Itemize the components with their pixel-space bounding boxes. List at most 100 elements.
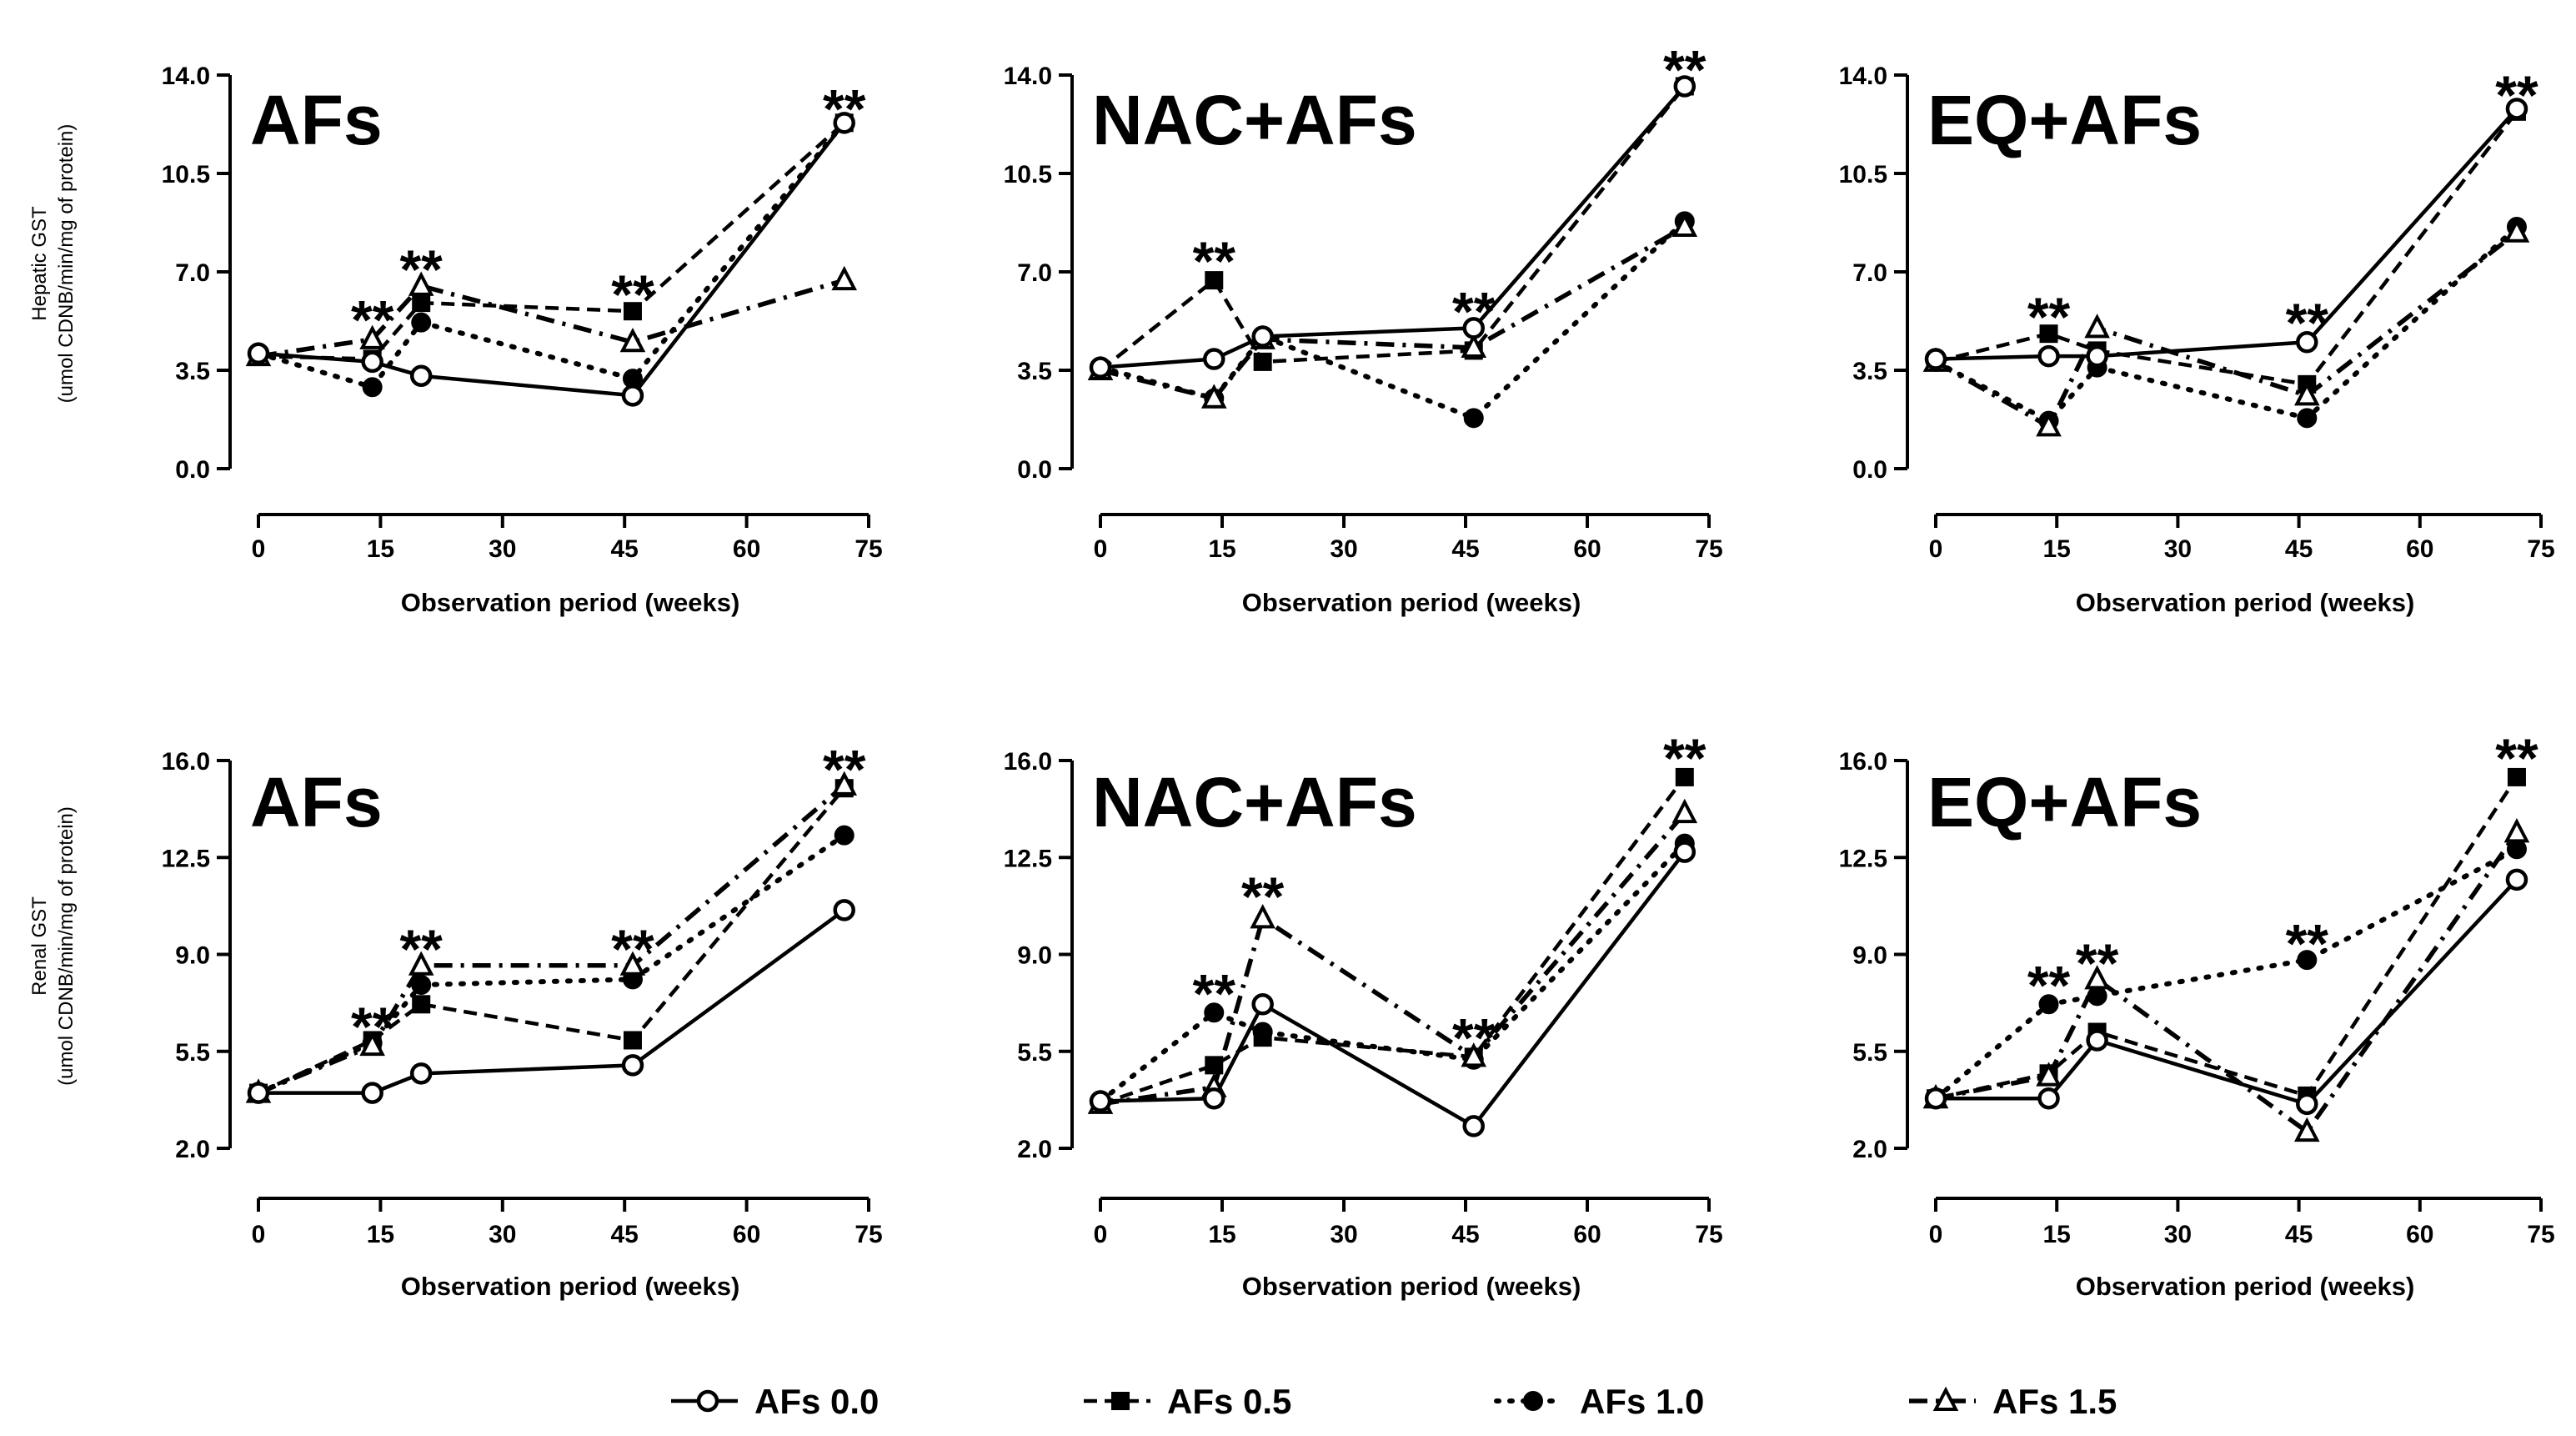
- data-point-00: [1089, 1090, 1112, 1112]
- data-point-00: [409, 364, 433, 387]
- data-point-00: [2505, 98, 2528, 120]
- significance-annotation: **: [2495, 727, 2538, 789]
- x-tick-label: 75: [854, 1221, 882, 1248]
- y-tick-label: 16.0: [1004, 748, 1052, 776]
- data-point-00: [1251, 325, 1274, 348]
- series-line-00: [258, 908, 846, 1095]
- data-point-00: [833, 112, 855, 134]
- data-point-00: [2505, 868, 2528, 891]
- y-axis-label: Hepatic GST: [28, 206, 51, 321]
- x-tick-label: 60: [2406, 1221, 2433, 1248]
- data-point-00: [1673, 75, 1696, 98]
- x-tick-label: 60: [733, 1221, 760, 1248]
- significance-annotation: **: [1452, 280, 1496, 342]
- series-line-10: [1098, 218, 1687, 421]
- significance-annotation: **: [400, 238, 444, 300]
- data-point-00: [1251, 993, 1274, 1016]
- data-point-15: [1250, 903, 1275, 929]
- data-point-00: [621, 1054, 644, 1077]
- y-tick-label: 10.5: [1839, 161, 1887, 188]
- data-point-00: [361, 350, 383, 374]
- series-line-15: [1100, 811, 1686, 1107]
- data-point-05: [1675, 767, 1694, 786]
- data-point-00: [1924, 348, 1947, 370]
- y-tick-label: 5.5: [175, 1039, 210, 1067]
- chart-panel-4: 2.0 5.5 9.0 12.5 16.0 0 15 30 45 60 75 Observation …: [28, 738, 883, 1301]
- y-tick-label: 16.0: [162, 748, 210, 776]
- panel-title: NAC+AFs: [1092, 763, 1417, 841]
- legend-item: AFs 0.5: [1084, 1382, 1291, 1421]
- series-line-10: [1098, 841, 1687, 1104]
- y-tick-label: 9.0: [175, 942, 210, 970]
- data-point-05: [623, 1031, 642, 1050]
- legend-marker: [696, 1389, 719, 1413]
- y-axis-label-unit: (umol CDNB/min/mg of protein): [55, 806, 78, 1086]
- panel-title: EQ+AFs: [1927, 763, 2202, 841]
- data-point-15: [359, 1031, 385, 1057]
- y-tick-label: 9.0: [1017, 942, 1052, 970]
- data-point-00: [361, 1082, 383, 1104]
- x-tick-label: 30: [489, 535, 516, 563]
- data-point-15: [619, 951, 646, 976]
- legend-label: AFs 0.5: [1167, 1382, 1291, 1421]
- data-point-15: [359, 324, 385, 349]
- data-point-00: [2296, 331, 2318, 354]
- x-tick-label: 45: [611, 535, 639, 563]
- data-point-10: [2506, 839, 2527, 860]
- data-point-00: [2296, 1092, 2318, 1116]
- y-tick-label: 14.0: [162, 63, 210, 90]
- data-point-00: [409, 1062, 433, 1085]
- series-line-10: [1933, 846, 2519, 1102]
- significance-annotation: **: [351, 996, 394, 1057]
- chart-panel-1: 0.0 3.5 7.0 10.5 14.0 0 15 30 45 60 75 Observation …: [28, 63, 883, 617]
- legend-marker: [1523, 1391, 1543, 1411]
- x-tick-label: 75: [1695, 535, 1722, 563]
- x-tick-label: 15: [1208, 535, 1235, 563]
- series-line-15: [258, 278, 845, 359]
- data-point-00: [2086, 344, 2108, 368]
- legend-item: AFs 0.0: [671, 1382, 879, 1421]
- data-point-15: [408, 271, 434, 296]
- data-point-10: [1204, 1002, 1225, 1023]
- x-tick-label: 75: [2527, 535, 2554, 563]
- x-axis-label: Observation period (weeks): [2076, 1272, 2415, 1301]
- data-point-15: [619, 327, 646, 353]
- x-tick-label: 30: [1330, 1221, 1357, 1248]
- y-tick-label: 5.5: [1852, 1039, 1887, 1067]
- significance-annotation: **: [351, 289, 394, 351]
- series-line-15: [257, 783, 846, 1096]
- data-point-05: [412, 995, 431, 1014]
- series-line-10: [1933, 224, 2519, 424]
- legend-marker: [1932, 1386, 1959, 1411]
- x-axis-label: Observation period (weeks): [2076, 588, 2415, 617]
- y-tick-label: 12.5: [1004, 845, 1052, 872]
- y-tick-label: 2.0: [175, 1136, 210, 1163]
- series-line-05: [258, 786, 846, 1095]
- y-tick-label: 7.0: [1852, 259, 1887, 287]
- y-tick-label: 10.5: [162, 161, 210, 188]
- x-tick-label: 45: [1451, 535, 1479, 563]
- data-point-15: [408, 951, 434, 976]
- data-point-15: [2084, 314, 2110, 339]
- significance-annotation: **: [611, 264, 654, 325]
- y-tick-label: 7.0: [175, 259, 210, 287]
- x-tick-label: 45: [1451, 1221, 1479, 1248]
- x-tick-label: 30: [1330, 535, 1357, 563]
- significance-annotation: **: [1193, 962, 1236, 1024]
- data-point-15: [2084, 965, 2110, 990]
- y-tick-label: 2.0: [1852, 1136, 1887, 1163]
- data-point-05: [623, 302, 642, 321]
- data-point-00: [2086, 1029, 2108, 1052]
- data-point-15: [831, 771, 858, 796]
- legend-marker: [1111, 1392, 1130, 1410]
- data-point-10: [834, 825, 854, 846]
- y-tick-label: 0.0: [1017, 456, 1052, 484]
- data-point-10: [411, 975, 432, 996]
- data-point-15: [831, 265, 858, 291]
- data-point-15: [2293, 1117, 2320, 1142]
- x-tick-label: 0: [1094, 1221, 1108, 1248]
- significance-annotation: **: [823, 738, 866, 800]
- x-tick-label: 15: [2043, 535, 2071, 563]
- significance-annotation: **: [2027, 954, 2071, 1016]
